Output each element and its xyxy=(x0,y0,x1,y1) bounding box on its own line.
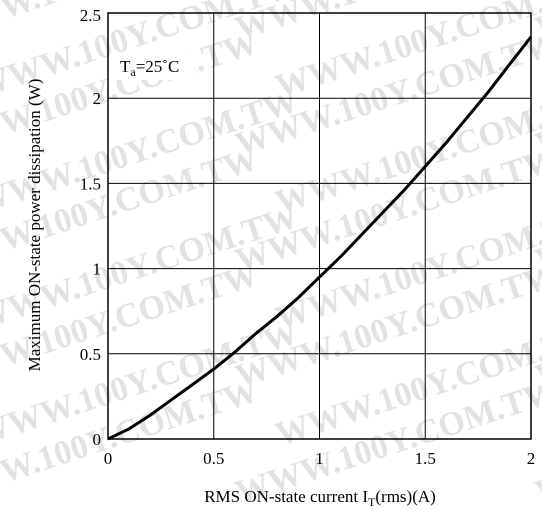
annotation-text: Ta=25˚C xyxy=(120,57,179,79)
y-tick-labels: 0 0.5 1 1.5 2 2.5 xyxy=(80,6,101,449)
x-axis-label: RMS ON-state current IT(rms)(A) xyxy=(204,487,436,509)
annotation-rest: =25˚C xyxy=(136,57,180,76)
watermark-text-2: WWW.100Y.COM.TW xyxy=(531,0,542,48)
x-tick-label-2: 1 xyxy=(315,449,324,468)
y-tick-label-1: 0.5 xyxy=(80,345,101,364)
annotation-subscript: a xyxy=(130,65,136,79)
plot-frame xyxy=(107,12,532,440)
y-tick-label-3: 1.5 xyxy=(80,174,101,193)
y-tick-label-2: 1 xyxy=(93,260,102,279)
series-line xyxy=(107,35,533,441)
x-axis-label-suffix: (rms)(A) xyxy=(375,487,435,506)
y-tick-label-4: 2 xyxy=(93,89,102,108)
x-axis-label-subscript: T xyxy=(368,495,376,509)
annotation-box: Ta=25˚C xyxy=(112,52,196,80)
y-tick-label-5: 2.5 xyxy=(80,6,101,25)
x-tick-label-1: 0.5 xyxy=(203,449,224,468)
x-tick-label-3: 1.5 xyxy=(415,449,436,468)
y-axis-label: Maximum ON-state power dissipation (W) xyxy=(25,79,44,372)
x-tick-label-0: 0 xyxy=(104,449,113,468)
y-tick-label-0: 0 xyxy=(93,430,102,449)
annotation-main: T xyxy=(120,57,131,76)
x-tick-label-4: 2 xyxy=(527,449,536,468)
x-tick-labels: 0 0.5 1 1.5 2 xyxy=(104,449,536,468)
x-axis-label-main: RMS ON-state current I xyxy=(204,487,368,506)
